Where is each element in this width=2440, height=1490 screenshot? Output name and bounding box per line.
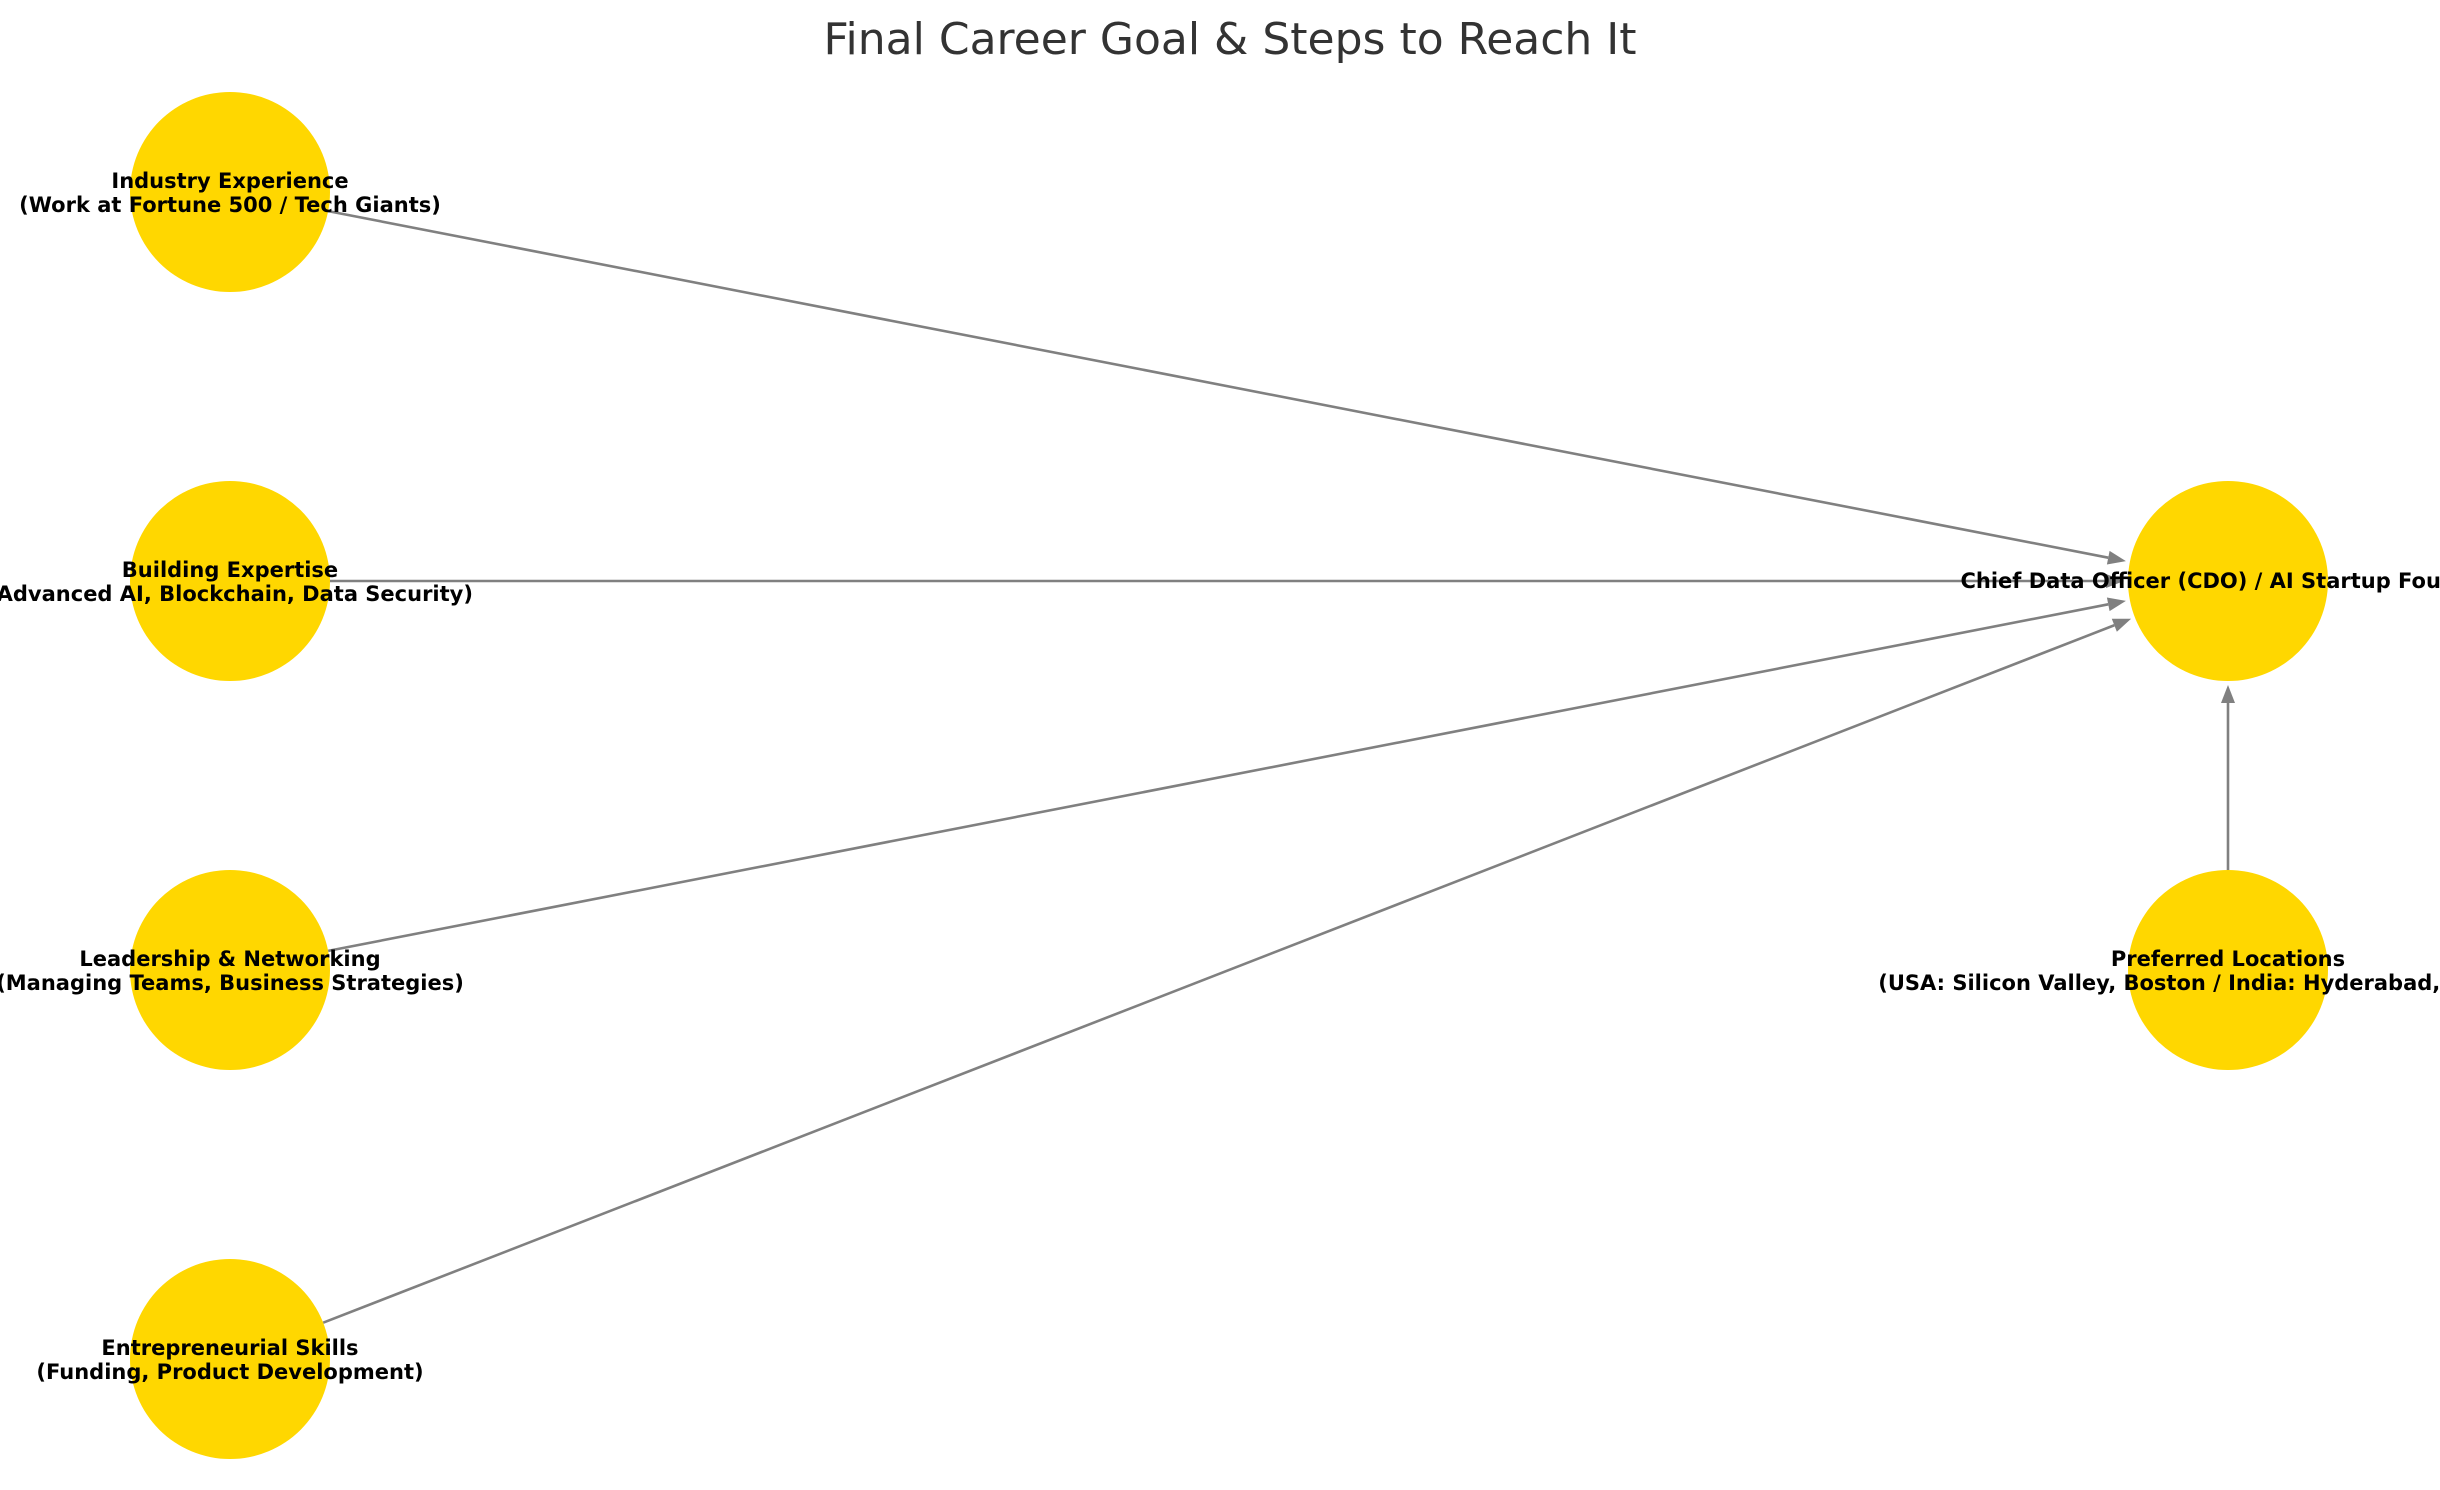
edge-entrepreneur-to-goal <box>322 618 2132 1324</box>
node-goal <box>2128 481 2328 681</box>
node-expertise-sublabel: (Advanced AI, Blockchain, Data Security) <box>0 582 473 606</box>
node-entrepreneur <box>130 1259 330 1459</box>
edge-line <box>327 603 2109 953</box>
arrowhead-icon <box>2106 574 2124 588</box>
arrowhead-icon <box>2221 685 2235 703</box>
node-expertise-label: Building Expertise <box>122 558 338 582</box>
node-locations-label: Preferred Locations <box>2111 947 2345 971</box>
node-industry-sublabel: (Work at Fortune 500 / Tech Giants) <box>19 193 441 217</box>
node-entrepreneur-sublabel: (Funding, Product Development) <box>36 1360 423 1384</box>
edge-locations-to-goal <box>2221 685 2235 870</box>
edge-expertise-to-goal <box>330 574 2124 588</box>
edge-line <box>327 209 2109 559</box>
edge-leadership-to-goal <box>327 597 2126 953</box>
arrowhead-icon <box>2106 550 2126 565</box>
edges-layer <box>322 209 2235 1324</box>
nodes-layer: Industry Experience(Work at Fortune 500 … <box>0 92 2440 1459</box>
node-industry-label: Industry Experience <box>111 169 348 193</box>
node-industry <box>130 92 330 292</box>
node-leadership <box>130 870 330 1070</box>
node-goal-label: Chief Data Officer (CDO) / AI Startup Fo… <box>1960 569 2440 593</box>
diagram-title: Final Career Goal & Steps to Reach It <box>823 14 1636 65</box>
edge-line <box>322 624 2115 1324</box>
node-leadership-sublabel: (Managing Teams, Business Strategies) <box>0 971 464 995</box>
node-entrepreneur-label: Entrepreneurial Skills <box>101 1336 358 1360</box>
arrowhead-icon <box>2106 597 2126 612</box>
node-leadership-label: Leadership & Networking <box>79 947 380 971</box>
node-locations <box>2128 870 2328 1070</box>
node-locations-sublabel: (USA: Silicon Valley, Boston / India: Hy… <box>1878 971 2440 995</box>
arrowhead-icon <box>2111 618 2132 632</box>
node-expertise <box>130 481 330 681</box>
edge-industry-to-goal <box>327 209 2126 565</box>
